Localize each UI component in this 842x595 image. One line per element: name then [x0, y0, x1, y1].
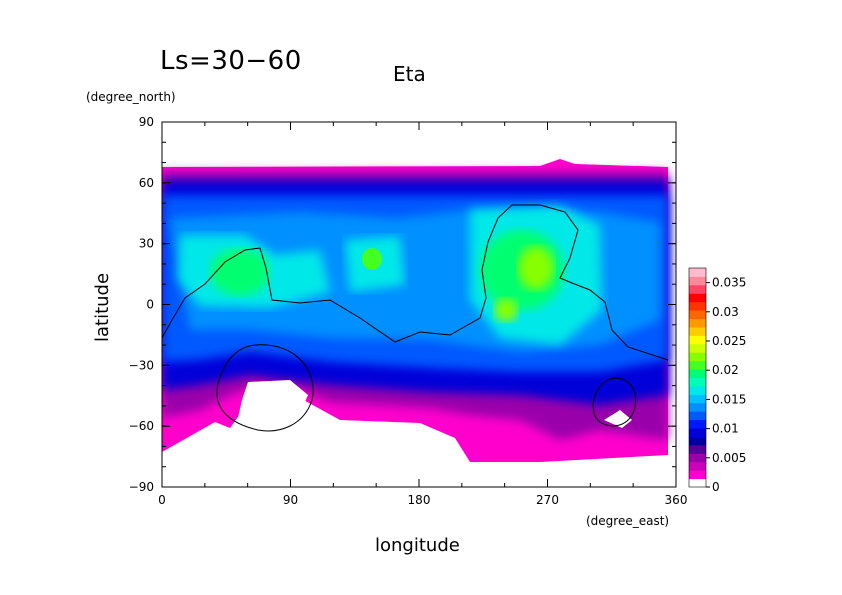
contour-band: [604, 410, 632, 428]
x-axis-unit: (degree_east): [586, 514, 670, 528]
colorbar-swatch: [689, 301, 706, 311]
colorbar-tick-label: 0.01: [712, 422, 739, 436]
colorbar-swatch: [689, 385, 706, 395]
colorbar-swatch: [689, 436, 706, 446]
colorbar-swatch: [689, 411, 706, 421]
x-tick-label: 90: [283, 493, 298, 507]
colorbar-swatch: [689, 444, 706, 454]
colorbar-swatch: [689, 318, 706, 328]
colorbar-tick-label: 0.03: [712, 305, 739, 319]
topography-contour: [216, 344, 314, 432]
contour-band: [238, 380, 308, 428]
colorbar-swatch: [689, 402, 706, 412]
x-tick-label: 0: [158, 493, 166, 507]
x-tick-label: 360: [665, 493, 688, 507]
axes: 0 90 180 270 360 90 60 30 0 −30 −60 −90: [129, 115, 688, 507]
y-tick-label: −30: [129, 358, 154, 372]
colorbar-tick-label: 0: [712, 480, 720, 494]
contour-band: [162, 430, 668, 487]
colorbar: 0 0.005 0.01 0.015 0.02 0.025 0.03 0.035: [688, 267, 746, 494]
colorbar-swatch: [689, 360, 706, 370]
y-tick-label: −90: [129, 480, 154, 494]
x-tick-label: 270: [536, 493, 559, 507]
colorbar-swatch: [689, 369, 706, 378]
contour-band: [210, 248, 270, 296]
y-tick-label: 90: [139, 115, 154, 129]
heatmap-field: [162, 122, 676, 487]
contour-band: [362, 248, 382, 270]
colorbar-swatch: [689, 453, 706, 463]
colorbar-swatch: [689, 394, 706, 404]
colorbar-swatch: [689, 352, 706, 362]
contour-band: [518, 246, 554, 290]
y-tick-label: −60: [129, 419, 154, 433]
y-tick-label: 30: [139, 237, 154, 251]
colorbar-tick-label: 0.02: [712, 363, 739, 377]
topography-contour: [592, 377, 637, 427]
colorbar-swatch: [689, 377, 706, 387]
colorbar-frame: [688, 267, 707, 488]
colorbar-swatch: [689, 268, 706, 277]
colorbar-swatch: [689, 343, 706, 353]
y-axis-unit: (degree_north): [86, 90, 176, 104]
colorbar-swatch: [689, 419, 706, 429]
season-label: Ls=30−60: [160, 46, 302, 76]
colorbar-tick-label: 0.005: [712, 451, 746, 465]
colorbar-swatch: [689, 276, 706, 286]
colorbar-swatch: [689, 293, 706, 303]
y-tick-label: 0: [146, 298, 154, 312]
topography-contour: [162, 204, 669, 361]
colorbar-swatch: [689, 326, 706, 336]
colorbar-swatch: [689, 284, 706, 294]
contour-band: [494, 298, 518, 322]
colorbar-swatch: [689, 461, 706, 471]
x-tick-label: 180: [408, 493, 431, 507]
colorbar-tick-label: 0.025: [712, 334, 746, 348]
colorbar-tick-label: 0.015: [712, 392, 746, 406]
colorbar-swatch: [689, 470, 706, 480]
chart-title: Eta: [393, 62, 426, 86]
colorbar-swatch: [689, 335, 706, 345]
x-axis-label: longitude: [375, 535, 460, 556]
y-tick-label: 60: [139, 176, 154, 190]
colorbar-tick-label: 0.035: [712, 276, 746, 290]
colorbar-swatch: [689, 478, 706, 488]
colorbar-swatch: [689, 310, 706, 320]
colorbar-swatch: [689, 428, 706, 437]
